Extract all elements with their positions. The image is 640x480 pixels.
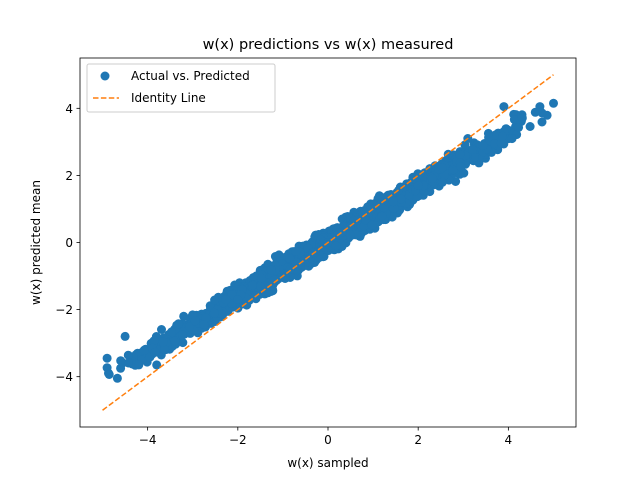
scatter-point — [150, 347, 160, 357]
scatter-point — [455, 150, 465, 159]
scatter-point — [361, 215, 371, 225]
y-tick-label: 0 — [65, 236, 73, 250]
scatter-point — [308, 248, 318, 258]
scatter-point — [379, 202, 389, 212]
scatter-point — [389, 203, 399, 213]
scatter-point — [139, 345, 149, 355]
scatter-point — [388, 197, 398, 207]
legend-marker-actual — [100, 71, 110, 81]
scatter-point — [116, 356, 126, 366]
identity-line — [102, 74, 554, 411]
scatter-point — [396, 194, 406, 204]
scatter-point — [112, 373, 122, 383]
scatter-point — [209, 308, 219, 318]
y-axis: −4 −2 0 2 4 — [55, 102, 80, 384]
scatter-point — [535, 102, 545, 112]
scatter-point — [185, 322, 195, 332]
scatter-point — [233, 295, 243, 304]
scatter-point — [483, 128, 493, 138]
x-tick-label: −4 — [139, 433, 157, 447]
scatter-point — [349, 216, 359, 226]
scatter-point — [517, 113, 527, 123]
scatter-point — [190, 316, 200, 326]
scatter-point — [285, 254, 295, 263]
x-axis-label: w(x) sampled — [287, 456, 368, 470]
scatter-point — [499, 102, 509, 112]
scatter-point — [157, 325, 166, 334]
scatter-point — [123, 358, 133, 368]
scatter-point — [269, 275, 279, 285]
scatter-point — [496, 138, 506, 148]
scatter-point — [383, 190, 393, 200]
scatter-point — [167, 327, 177, 337]
scatter-point — [413, 181, 423, 190]
scatter-point — [134, 360, 144, 370]
scatter-point — [437, 163, 447, 173]
scatter-point — [160, 344, 169, 354]
scatter-points — [102, 98, 558, 383]
x-axis: −4 −2 0 2 4 — [139, 427, 512, 447]
scatter-point — [514, 122, 524, 132]
scatter-point — [291, 246, 301, 256]
scatter-point — [469, 152, 479, 162]
scatter-point — [478, 140, 488, 150]
scatter-point — [179, 311, 189, 321]
scatter-point — [102, 353, 112, 363]
scatter-point — [177, 330, 187, 340]
legend-label-identity: Identity Line — [131, 91, 206, 105]
scatter-point — [267, 265, 276, 275]
scatter-point — [210, 295, 220, 305]
x-tick-label: 4 — [505, 433, 513, 447]
scatter-point — [221, 295, 231, 305]
scatter-point — [345, 230, 355, 240]
scatter-point — [174, 319, 183, 329]
scatter-point — [549, 98, 558, 108]
x-tick-label: 0 — [324, 433, 332, 447]
scatter-point — [256, 281, 266, 291]
scatter-point — [170, 336, 180, 346]
scatter-point — [367, 220, 377, 230]
scatter-point — [537, 117, 547, 127]
y-axis-label: w(x) predicted mean — [29, 180, 43, 305]
y-tick-label: 4 — [65, 102, 73, 116]
scatter-point — [437, 177, 447, 187]
scatter-point — [331, 241, 341, 251]
scatter-point — [102, 363, 112, 373]
y-tick-label: −4 — [55, 370, 73, 384]
scatter-point — [525, 122, 535, 131]
scatter-point — [468, 145, 478, 155]
scatter-point — [509, 115, 519, 125]
scatter-point — [152, 360, 162, 370]
legend-label-actual: Actual vs. Predicted — [131, 69, 250, 83]
legend-box — [86, 63, 276, 113]
scatter-point — [104, 370, 114, 379]
scatter-point — [249, 291, 259, 301]
identity-line-layer — [102, 74, 554, 411]
scatter-point — [248, 280, 258, 290]
scatter-point — [498, 131, 507, 141]
scatter-point — [227, 290, 237, 300]
scatter-point — [116, 363, 126, 373]
y-tick-label: 2 — [65, 169, 73, 183]
scatter-point — [377, 211, 387, 221]
x-tick-label: 2 — [414, 433, 422, 447]
scatter-point — [158, 337, 168, 347]
legend: Actual vs. Predicted Identity Line — [86, 63, 276, 113]
x-tick-label: −2 — [229, 433, 247, 447]
scatter-point — [427, 174, 437, 184]
scatter-point — [257, 273, 267, 283]
scatter-point — [149, 336, 159, 346]
scatter-point — [507, 134, 517, 144]
scatter-point — [490, 139, 499, 149]
scatter-point — [120, 331, 130, 341]
chart-title: w(x) predictions vs w(x) measured — [203, 37, 454, 53]
y-tick-label: −2 — [55, 303, 73, 317]
scatter-point — [491, 130, 501, 140]
scatter-point — [216, 309, 226, 319]
scatter-point — [123, 350, 133, 360]
scatter-point — [199, 320, 209, 329]
scatter-point — [456, 162, 466, 172]
